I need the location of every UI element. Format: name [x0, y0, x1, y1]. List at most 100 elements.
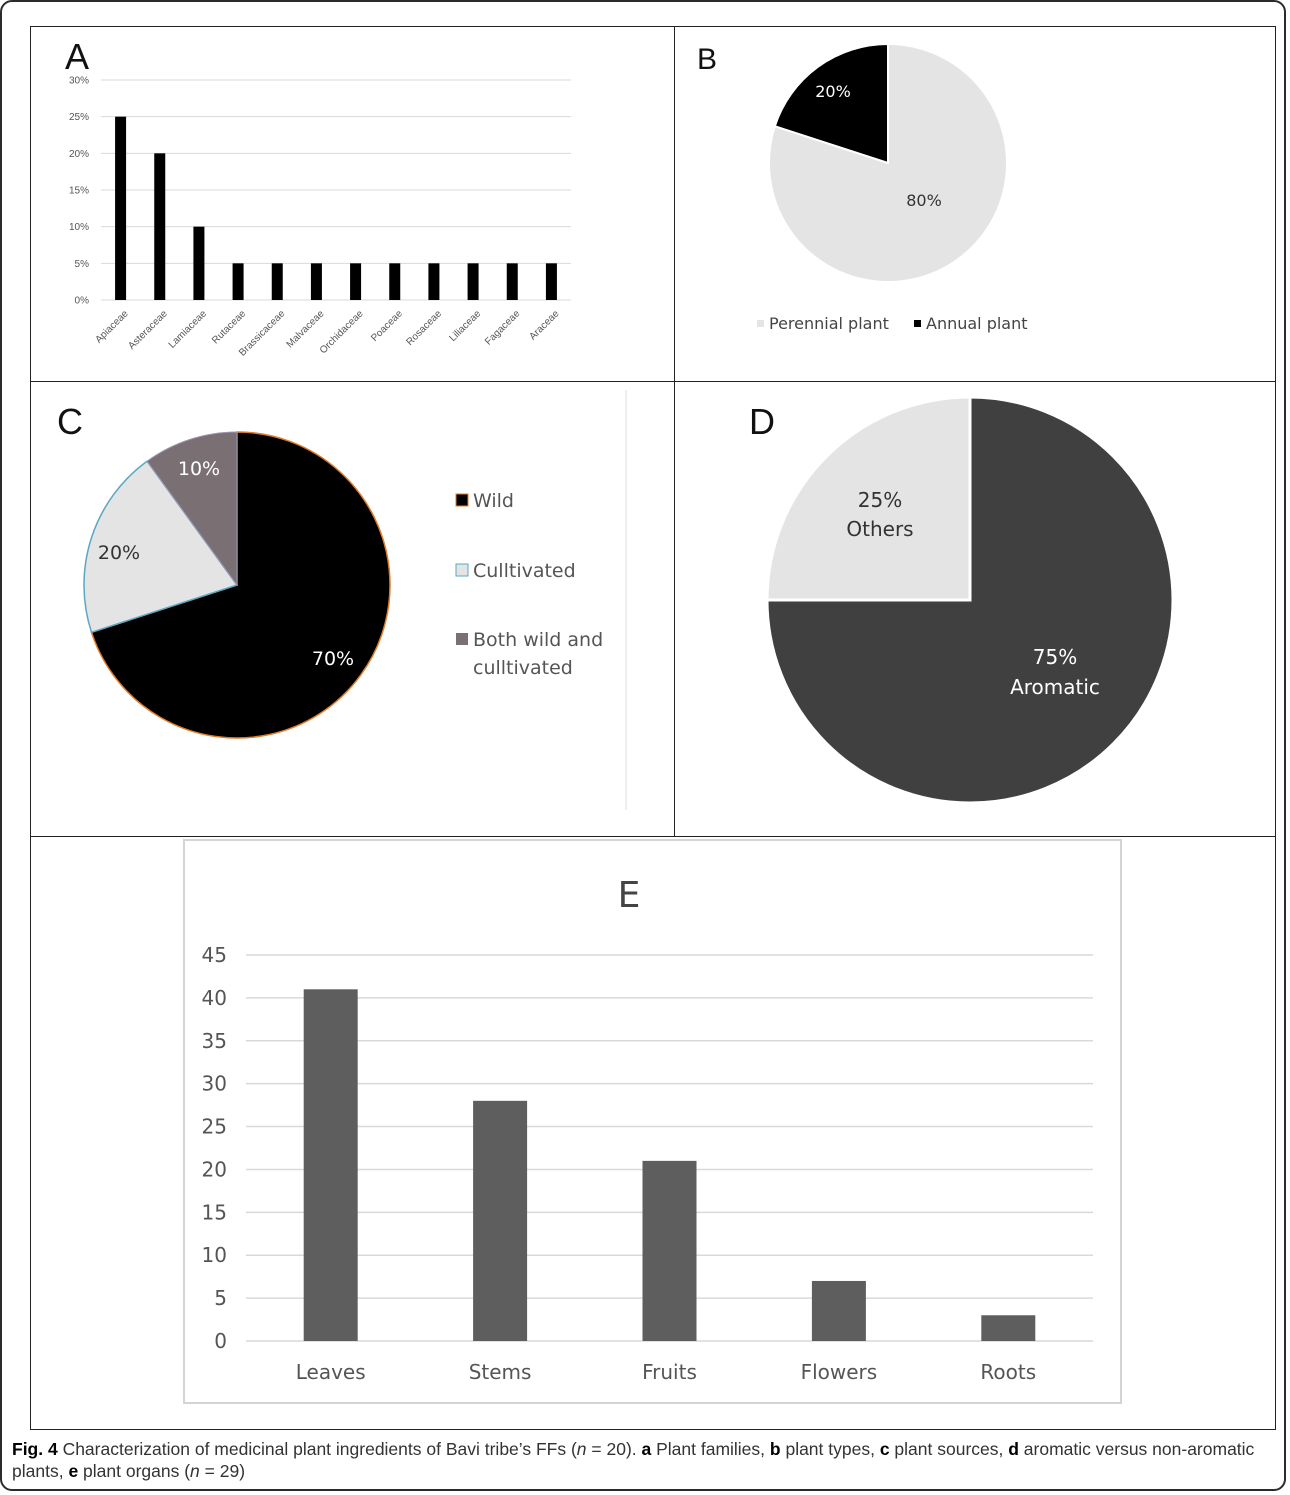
chart-c-slice-label-both: 10%: [178, 458, 220, 480]
caption-c-text: plant sources,: [889, 1439, 1009, 1459]
chart-b-slice-perennial: [768, 42, 1008, 283]
caption-n1-symbol: n: [576, 1439, 587, 1459]
chart-a-category-label: Araceae: [527, 308, 561, 342]
caption-n2-symbol: n: [190, 1461, 200, 1481]
caption-e-label: e: [68, 1461, 79, 1481]
chart-b-title: B: [697, 43, 717, 76]
chart-c-slice-label-wild: 70%: [312, 648, 354, 670]
chart-d-title: D: [749, 401, 775, 442]
chart-c-legend-swatch-both: [456, 633, 468, 645]
caption-n2-value: = 29): [199, 1461, 246, 1481]
chart-e-ytick-label: 15: [202, 1200, 227, 1224]
chart-e-ytick-label: 40: [202, 986, 227, 1010]
chart-a-ytick-label: 5%: [75, 259, 90, 270]
chart-d-slice-value-aromatic: 75%: [1033, 645, 1077, 669]
chart-a-ytick-label: 20%: [69, 149, 89, 160]
chart-a-category-label: Rutaceae: [210, 308, 248, 346]
chart-a-bar: [545, 263, 557, 300]
chart-a-ytick-label: 10%: [69, 222, 89, 233]
chart-a-category-label: Liliaceae: [448, 308, 484, 344]
chart-c-legend-wild: Wild: [473, 490, 514, 512]
caption-d-text: aromatic versus non-aromatic plants,: [12, 1439, 1255, 1481]
chart-a-category-label: Lamiaceae: [167, 308, 210, 351]
chart-a-ytick-label: 25%: [69, 112, 89, 123]
caption-b-label: b: [769, 1439, 781, 1459]
chart-a-category-label: Rosaceae: [404, 308, 444, 348]
chart-c-legend-both-line1: Both wild and: [473, 629, 603, 651]
chart-b-legend-swatch-perennial: [757, 320, 764, 327]
chart-e-title: E: [618, 875, 641, 916]
caption-a-label: a: [641, 1439, 652, 1459]
chart-a-ytick-label: 0%: [75, 296, 90, 307]
chart-a-ytick-label: 15%: [69, 186, 89, 197]
chart-a-ytick-label: 30%: [69, 76, 89, 87]
chart-e-category-label: Leaves: [296, 1360, 366, 1384]
caption-n1-value: = 20).: [586, 1439, 642, 1459]
chart-b-slice-label-perennial: 80%: [906, 191, 942, 210]
chart-d-slice-label-others: Others: [846, 517, 913, 541]
caption-fig-label: Fig. 4: [12, 1439, 58, 1459]
chart-a: A 0% 5% 10% 15% 20% 25% 30% ApiaceaeAsteraceaeLa…: [65, 36, 571, 359]
chart-e-bar: [981, 1315, 1036, 1341]
chart-e-ytick-label: 30: [202, 1072, 227, 1096]
figure-caption: Fig. 4 Characterization of medicinal pla…: [12, 1438, 1278, 1482]
chart-e-bar: [303, 989, 358, 1341]
caption-a-text: Plant families,: [651, 1439, 770, 1459]
chart-a-bar: [115, 116, 127, 301]
chart-b-slice-label-annual: 20%: [815, 82, 851, 101]
chart-e: E 0 5 10 15 20 25 30 35 40 45 Leaves Stems Fruits Flow…: [183, 839, 1122, 1404]
chart-a-bar: [467, 263, 479, 300]
chart-e-category-label: Flowers: [801, 1360, 878, 1384]
chart-e-category-label: Fruits: [642, 1360, 697, 1384]
chart-c-legend-cultivated: Culltivated: [473, 560, 576, 582]
chart-c-slice-both: [146, 431, 238, 587]
caption-e-text: plant organs (: [78, 1461, 191, 1481]
chart-b-legend-swatch-annual: [914, 320, 921, 327]
chart-e-ytick-label: 10: [202, 1243, 227, 1267]
chart-a-category-label: Fagaceae: [483, 308, 523, 348]
chart-c-legend-swatch-cultivated: [455, 563, 469, 577]
chart-e-ytick-label: 20: [202, 1157, 227, 1181]
chart-e-ytick-label: 0: [214, 1329, 227, 1353]
chart-d-slice-others: [765, 395, 972, 602]
chart-a-bar: [389, 263, 401, 300]
chart-c: C 70% 20% 10% Wild Culltivated Both wild and cu…: [57, 390, 627, 810]
chart-e-bar: [642, 1160, 697, 1341]
chart-e-ytick-label: 45: [202, 943, 227, 967]
panel-b: B 20% 80% Perennial plant Annual plant: [674, 26, 1276, 382]
chart-a-bar: [271, 263, 283, 300]
chart-e-ytick-label: 35: [202, 1029, 227, 1053]
chart-d-slice-value-others: 25%: [858, 488, 902, 512]
panel-d: D 25% Others 75% Aromatic: [674, 381, 1276, 837]
caption-d-label: d: [1008, 1439, 1019, 1459]
chart-b-legend-annual: Annual plant: [926, 314, 1028, 333]
chart-e-category-label: Stems: [469, 1360, 532, 1384]
chart-c-slice-cultivated: [83, 460, 239, 634]
chart-c-legend-swatch-wild: [455, 493, 469, 507]
panel-c: C 70% 20% 10% Wild Culltivated Both wild and cu…: [30, 381, 675, 837]
chart-a-bar: [193, 226, 205, 300]
chart-a-bar: [506, 263, 518, 300]
chart-d-slice-label-aromatic: Aromatic: [1010, 675, 1100, 699]
chart-e-ytick-label: 5: [214, 1286, 227, 1310]
chart-b: B 20% 80% Perennial plant Annual plant: [697, 42, 1028, 333]
chart-e-category-label: Roots: [980, 1360, 1036, 1384]
chart-a-bar: [154, 153, 166, 300]
chart-c-title: C: [57, 401, 83, 442]
caption-intro: Characterization of medicinal plant ingr…: [57, 1439, 577, 1459]
chart-e-bar: [811, 1280, 866, 1341]
caption-c-label: c: [879, 1439, 890, 1459]
chart-c-slice-wild: [90, 431, 391, 739]
chart-a-category-label: Poaceae: [369, 308, 405, 344]
chart-a-title: A: [65, 36, 89, 77]
chart-d: D 25% Others 75% Aromatic: [749, 395, 1175, 805]
chart-a-bar: [310, 263, 322, 300]
chart-b-slice-annual: [773, 42, 889, 165]
chart-e-ytick-label: 25: [202, 1115, 227, 1139]
chart-a-bar: [428, 263, 440, 300]
panel-a: A 0% 5% 10% 15% 20% 25% 30% Apiaceae Asteraceae La…: [30, 26, 675, 382]
chart-a-category-label: Malvaceae: [285, 308, 327, 350]
chart-e-bar: [473, 1100, 528, 1341]
chart-a-category-label: Asteraceae: [126, 308, 170, 352]
